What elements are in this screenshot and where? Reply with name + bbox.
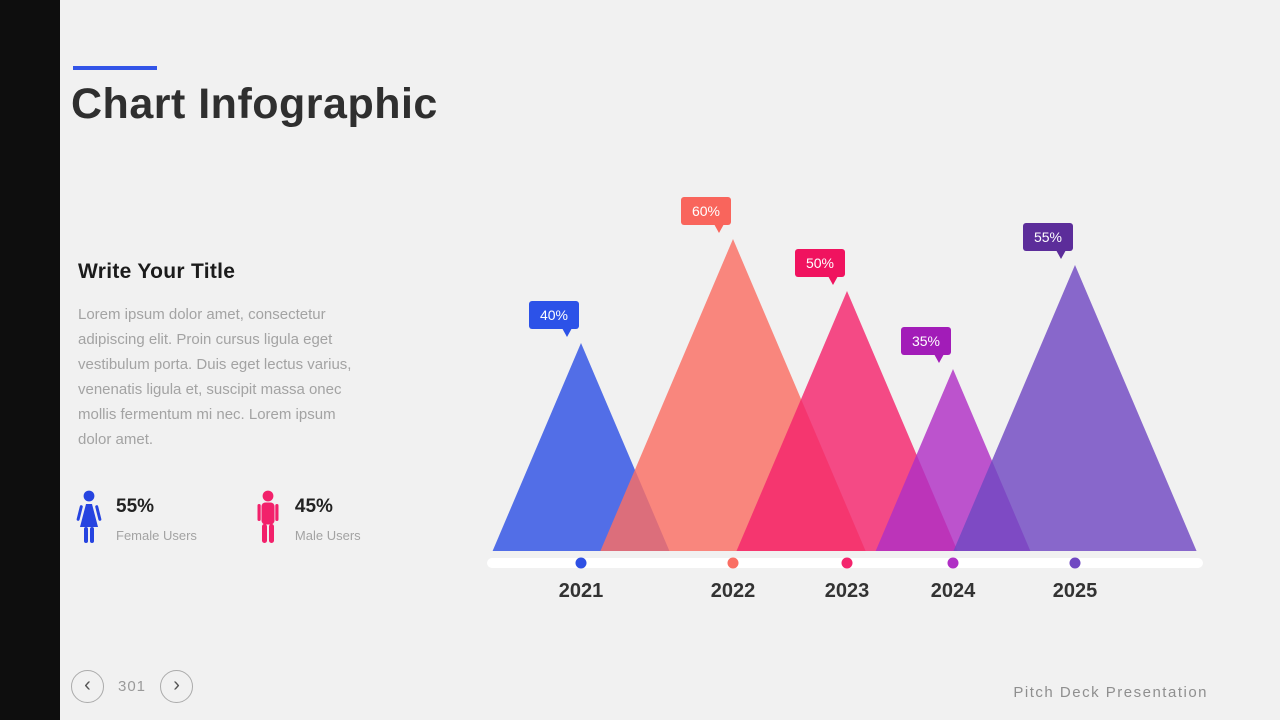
value-badge-2024: 35%	[901, 327, 951, 363]
value-badge-tail	[934, 354, 944, 363]
stat-texts: 55% Female Users	[116, 490, 197, 543]
value-badge-tail	[828, 276, 838, 285]
value-badge-2023: 50%	[795, 249, 845, 285]
triangle-2023	[736, 291, 958, 551]
axis-dot-2021	[575, 557, 587, 569]
triangle-chart: 40% 2021 60% 2022 50% 2023 35% 2024 55% 2025	[485, 180, 1205, 620]
next-button[interactable]: ›	[160, 670, 194, 703]
prev-button[interactable]: ‹	[71, 670, 104, 703]
left-accent-strip	[0, 0, 60, 720]
axis-dot-2023	[841, 557, 853, 569]
value-badge-2025: 55%	[1023, 223, 1073, 259]
stat-label: Female Users	[116, 528, 197, 543]
slide-nav: ‹ 301 ›	[71, 670, 194, 703]
year-label-2023: 2023	[824, 580, 870, 602]
triangle-chart-svg	[487, 239, 1203, 569]
value-badge-2022: 60%	[681, 197, 731, 233]
year-label-2024: 2024	[930, 580, 976, 602]
title-accent-line	[73, 66, 157, 70]
value-badge-tail	[714, 224, 724, 233]
stats-row: 55% Female Users 45% Male Users	[76, 490, 361, 546]
page-title: Chart Infographic	[71, 80, 438, 128]
page-number: 301	[118, 678, 147, 695]
female-icon	[76, 490, 102, 543]
axis-dot-2024	[947, 557, 959, 569]
value-badge-2021: 40%	[529, 301, 579, 337]
year-label-2022: 2022	[710, 580, 756, 602]
stat-value: 55%	[116, 496, 155, 517]
value-badge-tail	[562, 328, 572, 337]
stat-value: 45%	[294, 496, 333, 517]
year-label-2025: 2025	[1052, 580, 1098, 602]
stat-texts: 45% Male Users	[295, 490, 361, 543]
stat-male: 45% Male Users	[255, 490, 361, 546]
section-heading: Write Your Title	[78, 260, 236, 283]
section-body-text: Lorem ipsum dolor amet, consectetur adip…	[78, 306, 352, 448]
triangle-2025	[953, 265, 1197, 551]
stat-female: 55% Female Users	[76, 490, 197, 546]
value-badge-tail	[1056, 250, 1066, 259]
year-label-2021: 2021	[558, 580, 604, 602]
brand-text: Pitch Deck Presentation	[1013, 684, 1208, 701]
axis-dot-2025	[1069, 557, 1081, 569]
male-icon	[257, 490, 279, 543]
axis-dot-2022	[727, 557, 739, 569]
stat-label: Male Users	[294, 528, 361, 543]
